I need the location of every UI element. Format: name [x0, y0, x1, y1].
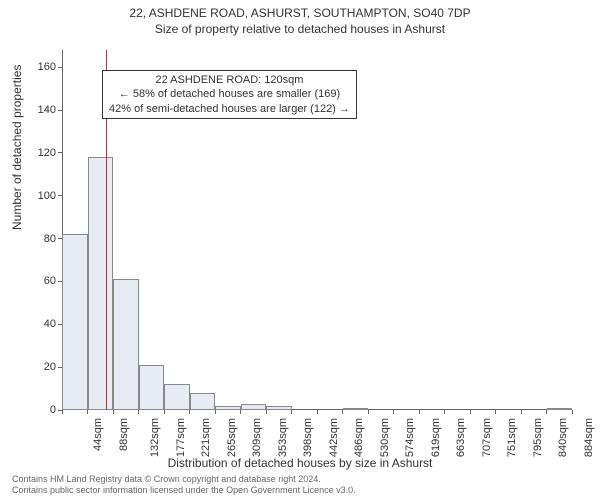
ytick-mark [58, 152, 62, 153]
xtick-mark [521, 410, 522, 414]
ytick-label: 160 [26, 61, 56, 73]
xtick-label: 619sqm [430, 418, 442, 457]
title-line-1: 22, ASHDENE ROAD, ASHURST, SOUTHAMPTON, … [0, 6, 600, 22]
xtick-mark [113, 410, 114, 414]
y-axis-title: Number of detached properties [10, 65, 24, 230]
xtick-label: 177sqm [175, 418, 187, 457]
xtick-mark [419, 410, 420, 414]
footer-attribution: Contains HM Land Registry data © Crown c… [12, 474, 356, 496]
histogram-bar [88, 157, 114, 410]
title-block: 22, ASHDENE ROAD, ASHURST, SOUTHAMPTON, … [0, 0, 600, 37]
xtick-mark [266, 410, 267, 414]
xtick-mark [291, 410, 292, 414]
xtick-mark [87, 410, 88, 414]
ytick-label: 100 [26, 190, 56, 202]
chart-plot-area: 020406080100120140160 44sqm88sqm132sqm17… [62, 50, 572, 410]
xtick-mark [546, 410, 547, 414]
ytick-mark [58, 195, 62, 196]
xtick-mark [572, 410, 573, 414]
xtick-label: 530sqm [379, 418, 391, 457]
xtick-label: 221sqm [200, 418, 212, 457]
xtick-label: 442sqm [328, 418, 340, 457]
annotation-line-1: 22 ASHDENE ROAD: 120sqm [109, 73, 350, 87]
annotation-line-2: ← 58% of detached houses are smaller (16… [109, 87, 350, 101]
xtick-label: 663sqm [455, 418, 467, 457]
histogram-bar [190, 393, 216, 410]
xtick-mark [138, 410, 139, 414]
histogram-bar [241, 404, 267, 410]
xtick-label: 486sqm [353, 418, 365, 457]
xtick-mark [317, 410, 318, 414]
histogram-bar [215, 406, 241, 410]
xtick-label: 309sqm [251, 418, 263, 457]
ytick-label: 0 [26, 404, 56, 416]
footer-line-2: Contains public sector information licen… [12, 485, 356, 496]
footer-line-1: Contains HM Land Registry data © Crown c… [12, 474, 356, 485]
xtick-label: 574sqm [404, 418, 416, 457]
xtick-label: 751sqm [506, 418, 518, 457]
histogram-bar [266, 406, 292, 410]
xtick-label: 132sqm [149, 418, 161, 457]
xtick-label: 88sqm [118, 418, 130, 451]
xtick-mark [240, 410, 241, 414]
xtick-label: 795sqm [532, 418, 544, 457]
ytick-label: 20 [26, 361, 56, 373]
ytick-label: 80 [26, 233, 56, 245]
xtick-label: 265sqm [226, 418, 238, 457]
ytick-mark [58, 67, 62, 68]
x-axis-title: Distribution of detached houses by size … [0, 456, 600, 470]
xtick-mark [215, 410, 216, 414]
xtick-mark [495, 410, 496, 414]
xtick-mark [62, 410, 63, 414]
ytick-label: 60 [26, 275, 56, 287]
xtick-label: 398sqm [302, 418, 314, 457]
xtick-mark [470, 410, 471, 414]
ytick-label: 140 [26, 104, 56, 116]
annotation-line-3: 42% of semi-detached houses are larger (… [109, 102, 350, 116]
annotation-box: 22 ASHDENE ROAD: 120sqm ← 58% of detache… [102, 70, 357, 119]
xtick-mark [444, 410, 445, 414]
xtick-mark [189, 410, 190, 414]
histogram-bar [62, 234, 88, 410]
xtick-mark [393, 410, 394, 414]
chart-container: 22, ASHDENE ROAD, ASHURST, SOUTHAMPTON, … [0, 0, 600, 500]
histogram-bar [164, 384, 190, 410]
ytick-mark [58, 110, 62, 111]
xtick-label: 44sqm [92, 418, 104, 451]
histogram-bar [547, 408, 573, 410]
ytick-label: 40 [26, 318, 56, 330]
xtick-label: 707sqm [481, 418, 493, 457]
xtick-label: 884sqm [583, 418, 595, 457]
xtick-mark [368, 410, 369, 414]
title-line-2: Size of property relative to detached ho… [0, 22, 600, 38]
xtick-mark [164, 410, 165, 414]
xtick-label: 840sqm [557, 418, 569, 457]
histogram-bar [113, 279, 139, 410]
histogram-bar [139, 365, 165, 410]
xtick-mark [342, 410, 343, 414]
ytick-label: 120 [26, 147, 56, 159]
xtick-label: 353sqm [277, 418, 289, 457]
histogram-bar [343, 408, 369, 410]
